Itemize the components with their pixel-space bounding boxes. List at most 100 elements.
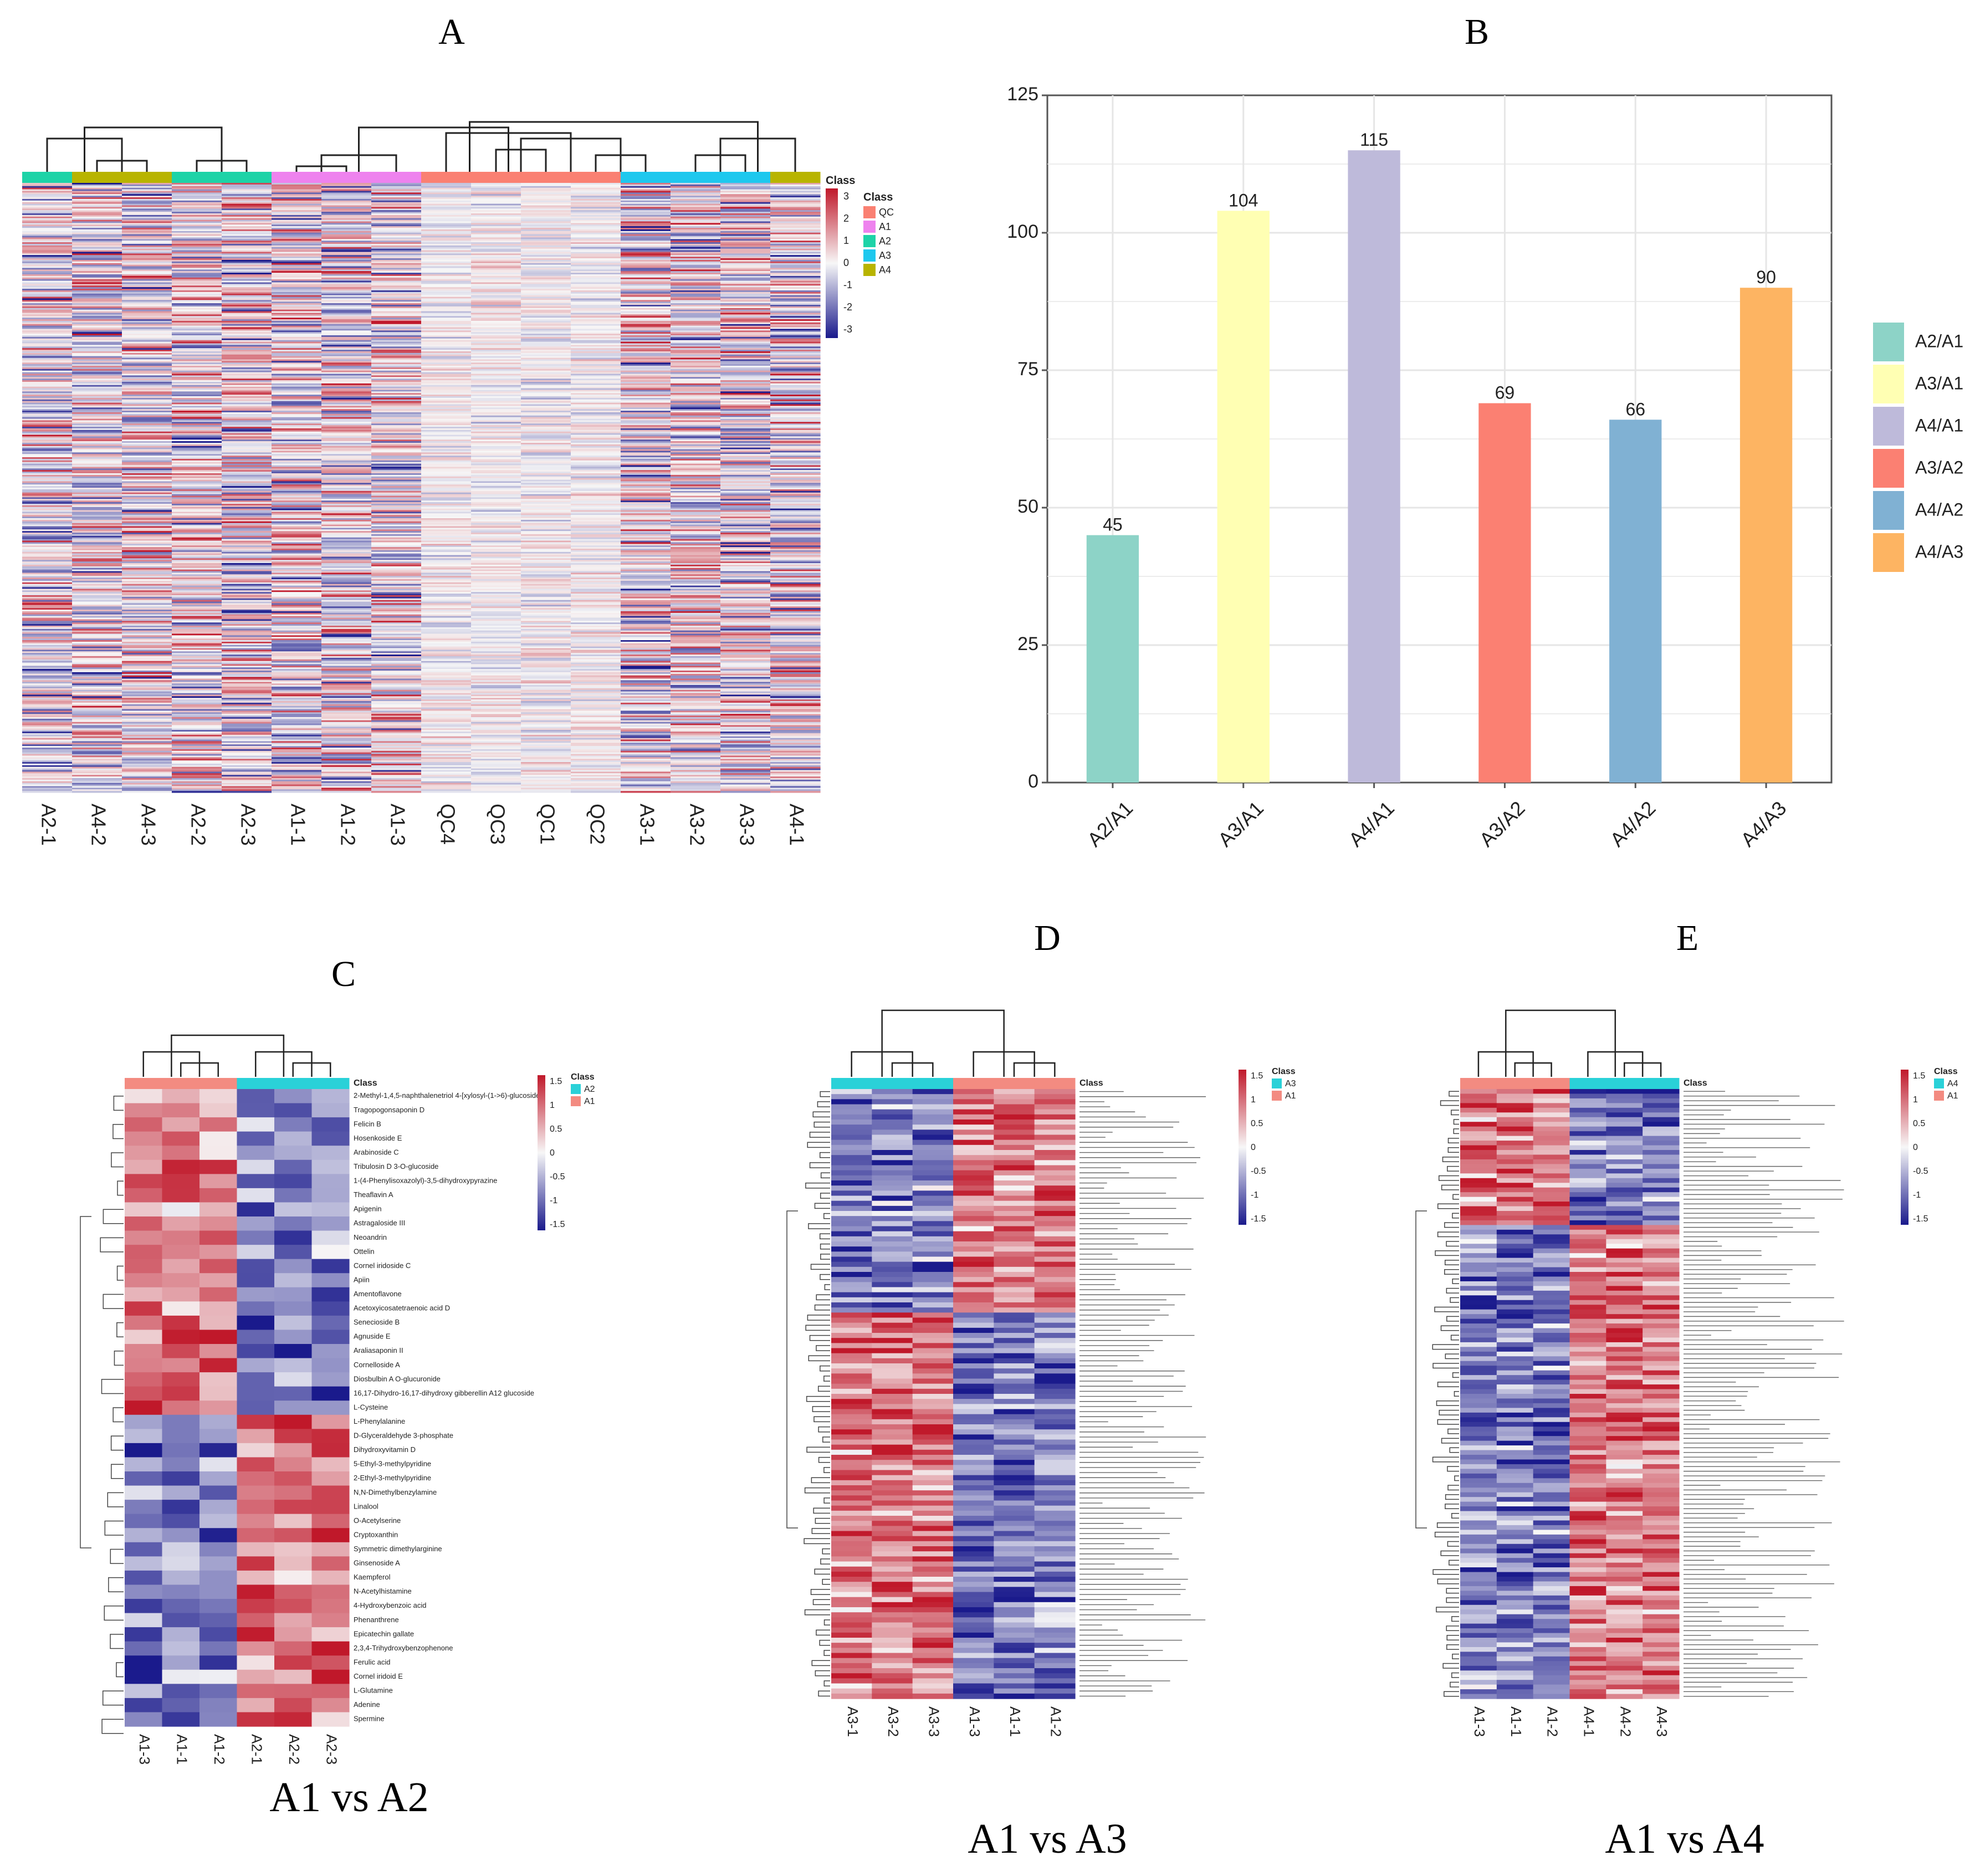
row-label: 1-(4-Phenylisoxazolyl)-3,5-dihydroxypyra… bbox=[354, 1177, 497, 1185]
class-cell bbox=[22, 172, 73, 183]
class-legend-swatch bbox=[571, 1084, 581, 1094]
class-cell bbox=[122, 172, 172, 183]
legend-swatch bbox=[1873, 449, 1904, 488]
column-label: A2-2 bbox=[187, 804, 209, 846]
class-cell bbox=[770, 172, 821, 183]
class-cell bbox=[621, 172, 671, 183]
column-label: A1-1 bbox=[173, 1734, 190, 1765]
scale-tick: 0.5 bbox=[550, 1124, 562, 1134]
legend-label: A3/A1 bbox=[1915, 373, 1963, 393]
y-tick-label: 125 bbox=[1007, 84, 1038, 105]
row-label: 5-Ethyl-3-methylpyridine bbox=[354, 1460, 431, 1468]
y-tick-label: 25 bbox=[1017, 633, 1038, 655]
class-cell bbox=[1606, 1078, 1643, 1089]
class-cell bbox=[421, 172, 472, 183]
column-label: A4-1 bbox=[1581, 1706, 1598, 1737]
class-cell bbox=[162, 1078, 200, 1089]
column-label: A3-1 bbox=[636, 804, 658, 846]
column-label: A2-1 bbox=[248, 1734, 265, 1765]
x-tick-label: A4/A1 bbox=[1344, 796, 1399, 851]
class-legend-title: Class bbox=[1272, 1067, 1296, 1076]
panel-label-b: B bbox=[1464, 12, 1490, 52]
row-label: Astragaloside III bbox=[354, 1219, 405, 1227]
class-cell bbox=[720, 172, 771, 183]
column-label: A3-2 bbox=[685, 804, 708, 846]
bar-value-label: 90 bbox=[1756, 267, 1776, 287]
row-dendrogram bbox=[786, 1091, 830, 1697]
column-label: A4-2 bbox=[1617, 1706, 1634, 1737]
scale-tick: 1 bbox=[550, 1101, 555, 1110]
column-label: A1-2 bbox=[1047, 1706, 1064, 1737]
x-tick-label: A4/A3 bbox=[1736, 796, 1790, 851]
scale-tick: -3 bbox=[843, 324, 852, 335]
column-label: A3-1 bbox=[845, 1706, 861, 1737]
row-label: Spermine bbox=[354, 1715, 385, 1723]
class-cell bbox=[872, 1078, 913, 1089]
scale-tick: -1.5 bbox=[1251, 1214, 1266, 1224]
column-label: A1-3 bbox=[966, 1706, 983, 1737]
legend-swatch bbox=[1873, 491, 1904, 530]
scale-tick: -1 bbox=[843, 279, 852, 290]
row-label: 2-Methyl-1,4,5-naphthalenetriol 4-[xylos… bbox=[354, 1091, 542, 1100]
bar-a4-a1 bbox=[1348, 150, 1400, 783]
column-label: A4-1 bbox=[785, 804, 808, 846]
column-label: A1-2 bbox=[336, 804, 359, 846]
class-cell bbox=[1496, 1078, 1534, 1089]
row-labels-blurred bbox=[1684, 1091, 1844, 1697]
scale-title: Class bbox=[826, 175, 855, 187]
class-cell bbox=[831, 1078, 872, 1089]
scale-tick: -0.5 bbox=[550, 1172, 565, 1182]
scale-tick: 1 bbox=[1251, 1095, 1256, 1105]
legend-label: A4/A3 bbox=[1915, 541, 1963, 561]
class-legend-label: A1 bbox=[1285, 1091, 1296, 1101]
column-label: A2-1 bbox=[37, 804, 60, 846]
class-cell bbox=[953, 1078, 994, 1089]
column-label: A2-2 bbox=[286, 1734, 303, 1765]
row-label: Adenine bbox=[354, 1700, 380, 1709]
bar-value-label: 115 bbox=[1360, 130, 1388, 150]
row-label: Apigenin bbox=[354, 1205, 382, 1213]
row-label: Amentoflavone bbox=[354, 1290, 402, 1298]
class-legend-label: A1 bbox=[1947, 1091, 1958, 1101]
row-label: Tragopogonsaponin D bbox=[354, 1106, 424, 1114]
row-label: Senecioside B bbox=[354, 1318, 400, 1326]
row-label: Hosenkoside E bbox=[354, 1134, 402, 1142]
scale-tick: 0.5 bbox=[1913, 1119, 1925, 1128]
scale-tick: -2 bbox=[843, 301, 852, 313]
class-legend-swatch bbox=[1934, 1091, 1944, 1101]
row-dendrogram bbox=[80, 1096, 124, 1734]
class-cell bbox=[471, 172, 521, 183]
column-label: A4-3 bbox=[137, 804, 160, 846]
class-cell bbox=[994, 1078, 1035, 1089]
scale-tick: 0 bbox=[1251, 1143, 1256, 1152]
column-label: A3-2 bbox=[885, 1706, 902, 1737]
heatmap-body bbox=[125, 1089, 350, 1727]
row-label: Araliasaponin II bbox=[354, 1346, 403, 1354]
row-label: Theaflavin A bbox=[354, 1190, 393, 1199]
legend-label: A4/A2 bbox=[1915, 499, 1963, 519]
legend-label: A4/A1 bbox=[1915, 415, 1963, 435]
class-cell bbox=[125, 1078, 162, 1089]
class-cell bbox=[1643, 1078, 1680, 1089]
column-label: QC3 bbox=[486, 804, 509, 845]
caption-a1-vs-a4: A1 vs A4 bbox=[1605, 1816, 1764, 1862]
class-cell bbox=[237, 1078, 275, 1089]
caption-a1-vs-a2: A1 vs A2 bbox=[269, 1774, 429, 1821]
row-label: Cornel iridoid E bbox=[354, 1672, 403, 1680]
row-label: L-Phenylalanine bbox=[354, 1417, 405, 1425]
column-label: A1-1 bbox=[1508, 1706, 1524, 1737]
panel-label-c: C bbox=[331, 954, 356, 994]
row-label: Apiin bbox=[354, 1275, 370, 1284]
legend-swatch bbox=[1873, 323, 1904, 361]
scale-tick: 0 bbox=[843, 257, 849, 268]
class-legend-swatch bbox=[863, 264, 876, 276]
class-legend-title: Class bbox=[863, 191, 893, 203]
class-legend-label: A1 bbox=[879, 221, 891, 232]
color-scale bbox=[538, 1075, 545, 1230]
class-cell bbox=[172, 172, 222, 183]
legend-swatch bbox=[1873, 365, 1904, 403]
class-legend-swatch bbox=[863, 206, 876, 218]
bar-value-label: 104 bbox=[1229, 190, 1258, 210]
class-cell bbox=[1034, 1078, 1076, 1089]
